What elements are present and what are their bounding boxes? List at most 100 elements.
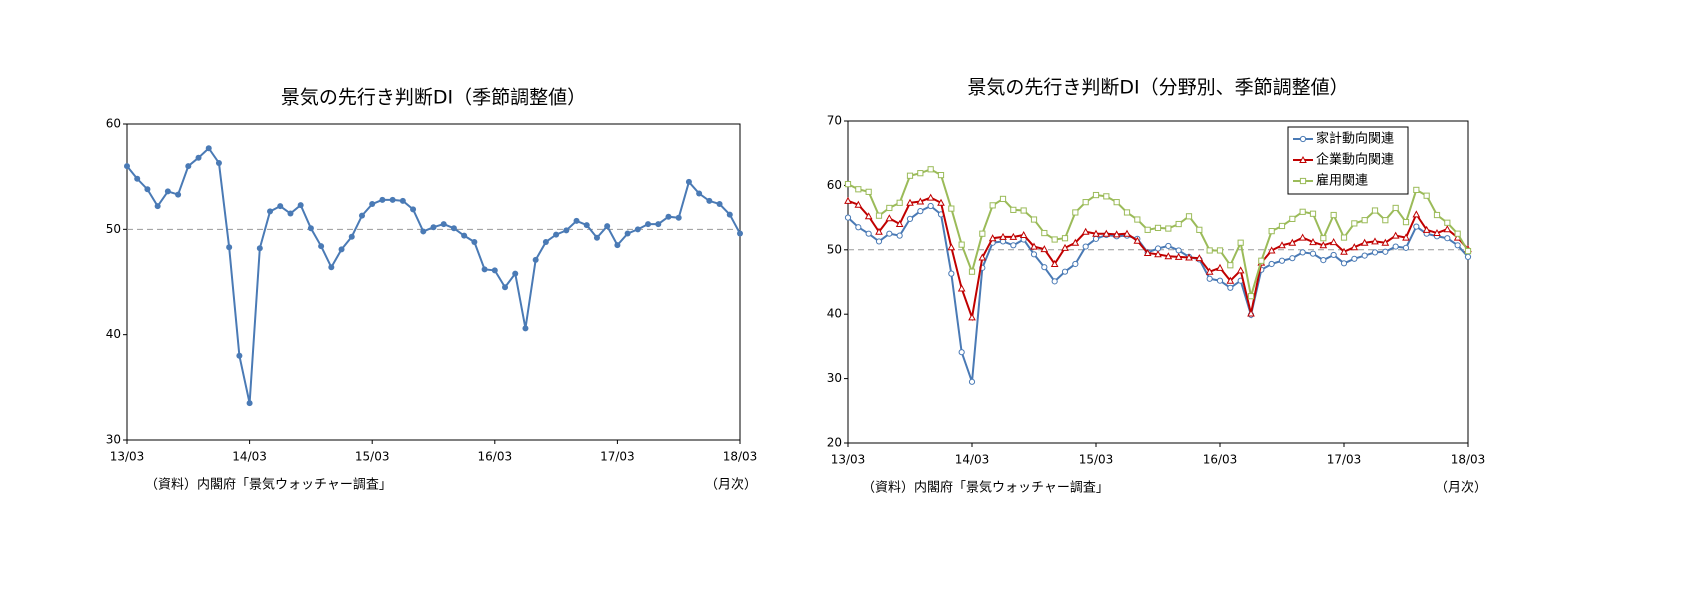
point xyxy=(277,203,284,210)
point xyxy=(1072,260,1079,268)
point xyxy=(675,214,682,221)
point xyxy=(906,198,914,206)
point xyxy=(989,202,996,209)
point xyxy=(957,284,966,292)
point xyxy=(1361,217,1368,224)
point xyxy=(399,197,406,204)
point xyxy=(1381,238,1390,246)
unit-note: （月次） xyxy=(1435,480,1487,496)
chart-title: 景気の先行き判断DI（季節調整値） xyxy=(281,87,586,109)
x-tick-label: 14/03 xyxy=(232,450,267,464)
point xyxy=(1123,229,1131,237)
point xyxy=(1143,248,1152,257)
point xyxy=(726,211,733,218)
point xyxy=(1020,207,1027,214)
point xyxy=(1205,267,1214,275)
point xyxy=(1454,230,1461,237)
point xyxy=(844,196,852,204)
point xyxy=(1175,247,1182,254)
y-tick-label: 50 xyxy=(106,222,121,236)
point xyxy=(573,217,580,224)
point xyxy=(1371,237,1379,245)
point xyxy=(542,238,549,245)
point xyxy=(1320,257,1327,264)
point xyxy=(502,284,509,291)
point xyxy=(471,238,478,245)
point xyxy=(1278,241,1286,249)
point xyxy=(1392,204,1399,212)
x-tick-label: 15/03 xyxy=(1079,453,1114,467)
point xyxy=(1382,248,1389,255)
point xyxy=(369,201,376,208)
chart: 景気の先行き判断DI（分野別、季節調整値） 20 30 40 50 60 70 13/03 14… xyxy=(827,77,1487,496)
point xyxy=(1267,246,1276,254)
point xyxy=(685,178,692,185)
point xyxy=(1226,276,1235,284)
y-tick-label: 30 xyxy=(106,433,121,447)
point xyxy=(645,221,652,228)
point xyxy=(1123,209,1131,216)
source-note: （資料）内閣府「景気ウォッチャー調査」 xyxy=(145,477,392,493)
point xyxy=(1247,309,1255,317)
x-tick-label: 18/03 xyxy=(723,450,758,464)
point xyxy=(1237,239,1244,246)
point xyxy=(1299,249,1306,256)
point xyxy=(1092,191,1100,199)
point xyxy=(1081,227,1090,235)
point xyxy=(1278,222,1286,230)
point xyxy=(926,193,935,201)
x-tick-label: 13/03 xyxy=(831,453,866,467)
point xyxy=(1268,260,1275,268)
point xyxy=(1340,234,1348,241)
point xyxy=(917,208,924,215)
point xyxy=(1309,250,1317,257)
series-line xyxy=(847,204,1469,383)
y-tick-label: 70 xyxy=(827,114,842,128)
point xyxy=(1464,247,1472,255)
point xyxy=(1320,235,1327,242)
point xyxy=(917,170,924,177)
point xyxy=(634,226,641,233)
series-line xyxy=(126,146,741,404)
point xyxy=(875,227,883,235)
point xyxy=(875,212,883,219)
point xyxy=(854,200,863,208)
point xyxy=(124,163,130,170)
point xyxy=(1010,242,1017,249)
point xyxy=(1413,223,1420,230)
point xyxy=(927,166,934,173)
point xyxy=(1309,238,1317,246)
chart-title: 景気の先行き判断DI（分野別、季節調整値） xyxy=(967,77,1348,99)
point xyxy=(1299,208,1306,215)
point xyxy=(604,223,611,230)
point xyxy=(916,197,925,205)
point xyxy=(999,232,1007,240)
point xyxy=(1227,262,1234,269)
point xyxy=(185,163,192,170)
y-tick-label: 60 xyxy=(827,178,842,192)
point xyxy=(1288,238,1297,246)
point xyxy=(195,154,202,161)
point xyxy=(1196,226,1203,233)
point xyxy=(855,186,862,193)
point xyxy=(614,242,621,249)
point xyxy=(1433,211,1441,219)
point xyxy=(1041,229,1048,237)
legend-label: 家計動向関連 xyxy=(1316,131,1394,147)
x-tick-label: 13/03 xyxy=(110,450,145,464)
point xyxy=(968,313,976,321)
x-tick-label: 16/03 xyxy=(1203,453,1238,467)
point xyxy=(1051,236,1058,243)
point xyxy=(906,172,914,179)
point xyxy=(287,210,294,217)
point xyxy=(1082,199,1089,206)
point xyxy=(1392,243,1399,250)
point xyxy=(1236,266,1245,274)
point xyxy=(1360,238,1369,246)
point xyxy=(348,233,355,240)
point xyxy=(420,228,427,235)
point xyxy=(358,212,365,219)
point xyxy=(706,197,713,204)
x-tick-label: 16/03 xyxy=(478,450,513,464)
x-tick-label: 14/03 xyxy=(955,453,990,467)
